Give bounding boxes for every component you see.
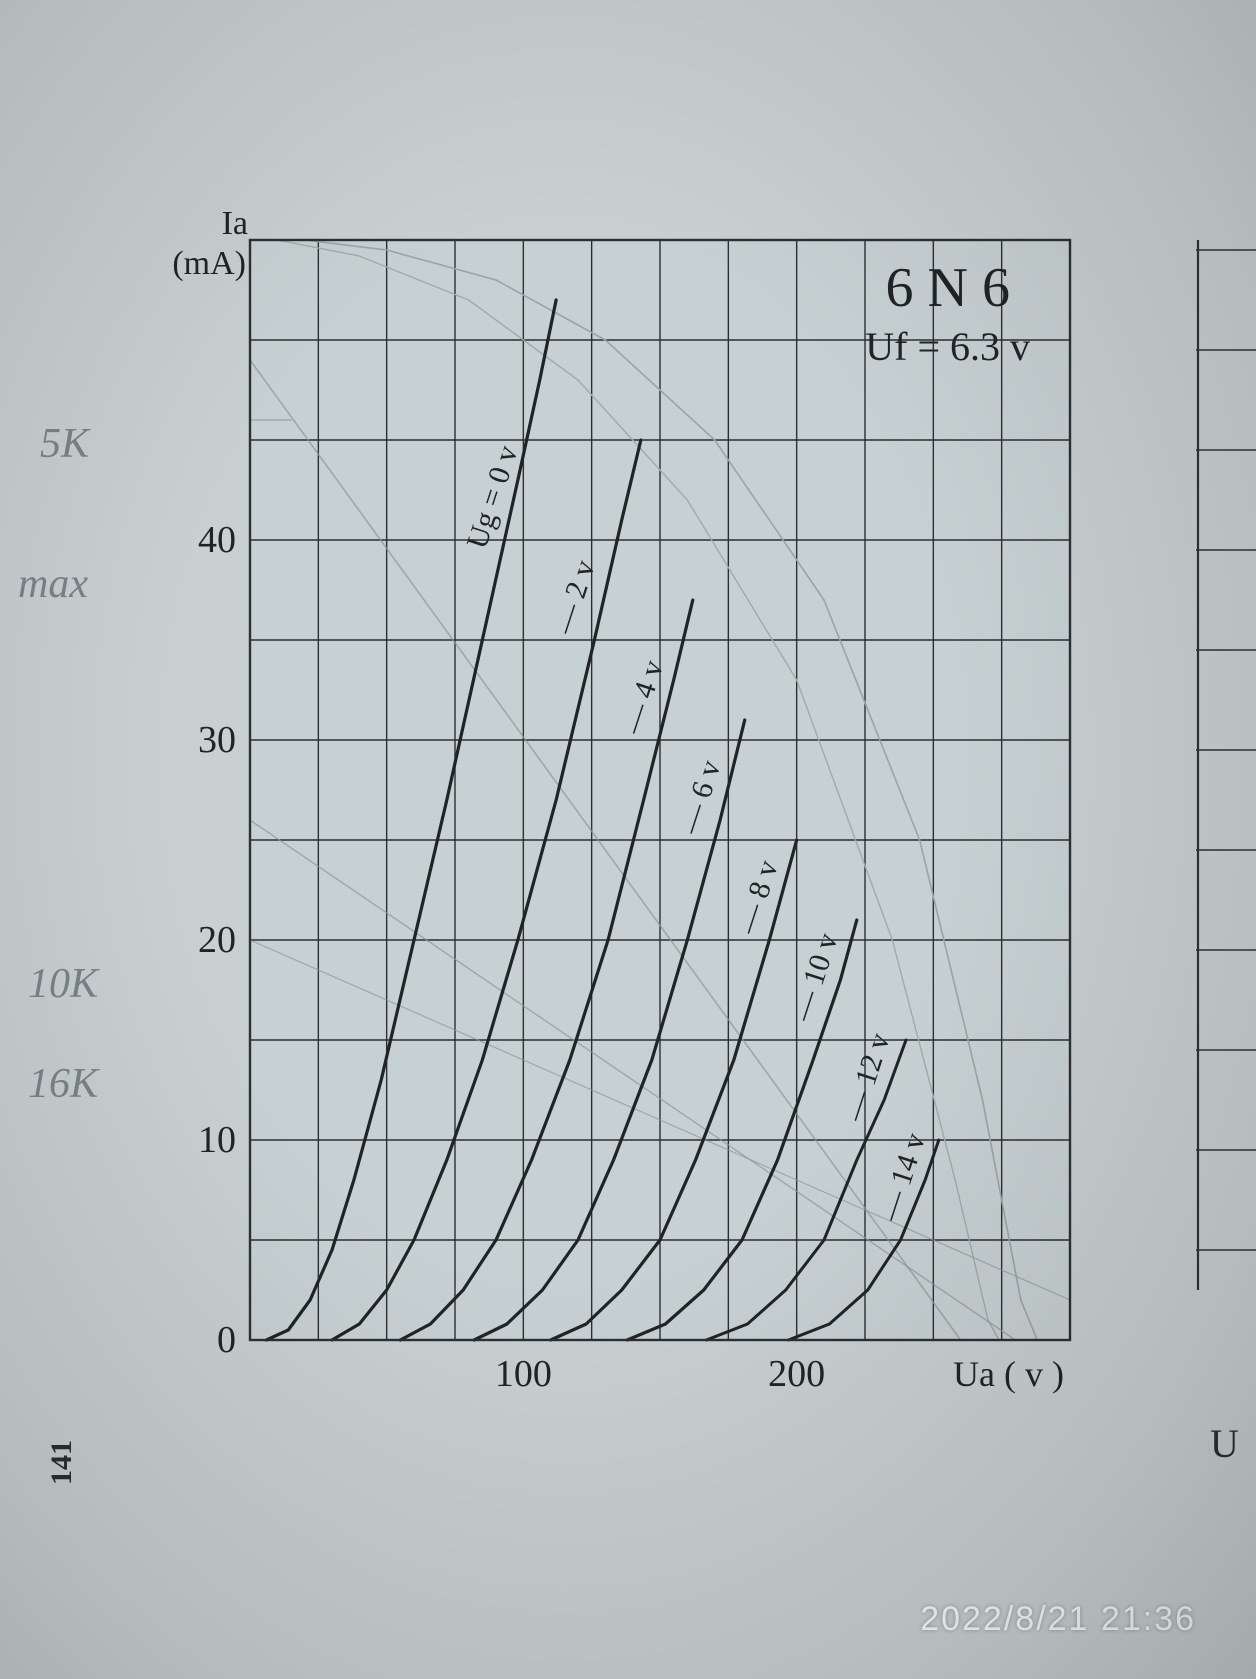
svg-text:10: 10 <box>198 1119 236 1161</box>
svg-text:Uf = 6.3 v: Uf = 6.3 v <box>865 324 1030 369</box>
edge-fragment: U <box>1210 1420 1239 1467</box>
svg-text:40: 40 <box>198 519 236 561</box>
chart-svg: Ug = 0 v— 2 v— 4 v— 6 v— 8 v— 10 v— 12 v… <box>160 200 1100 1430</box>
svg-text:6 N 6: 6 N 6 <box>886 257 1010 319</box>
svg-text:20: 20 <box>198 919 236 961</box>
page-number: 141 <box>45 1440 79 1485</box>
pencil-note-5k: 5K <box>40 420 89 468</box>
svg-text:Ia: Ia <box>222 205 248 242</box>
pencil-note-max: max <box>18 560 88 608</box>
svg-text:0: 0 <box>217 1319 236 1361</box>
svg-text:200: 200 <box>768 1353 825 1395</box>
svg-text:(mA): (mA) <box>172 245 246 282</box>
svg-text:Ua ( v ): Ua ( v ) <box>953 1354 1064 1394</box>
pencil-note-10k: 10K <box>28 960 98 1008</box>
pencil-note-16k: 16K <box>28 1060 98 1108</box>
svg-text:30: 30 <box>198 719 236 761</box>
plate-characteristics-chart: Ug = 0 v— 2 v— 4 v— 6 v— 8 v— 10 v— 12 v… <box>160 200 1100 1435</box>
svg-text:100: 100 <box>495 1353 552 1395</box>
camera-timestamp: 2022/8/21 21:36 <box>920 1600 1196 1639</box>
